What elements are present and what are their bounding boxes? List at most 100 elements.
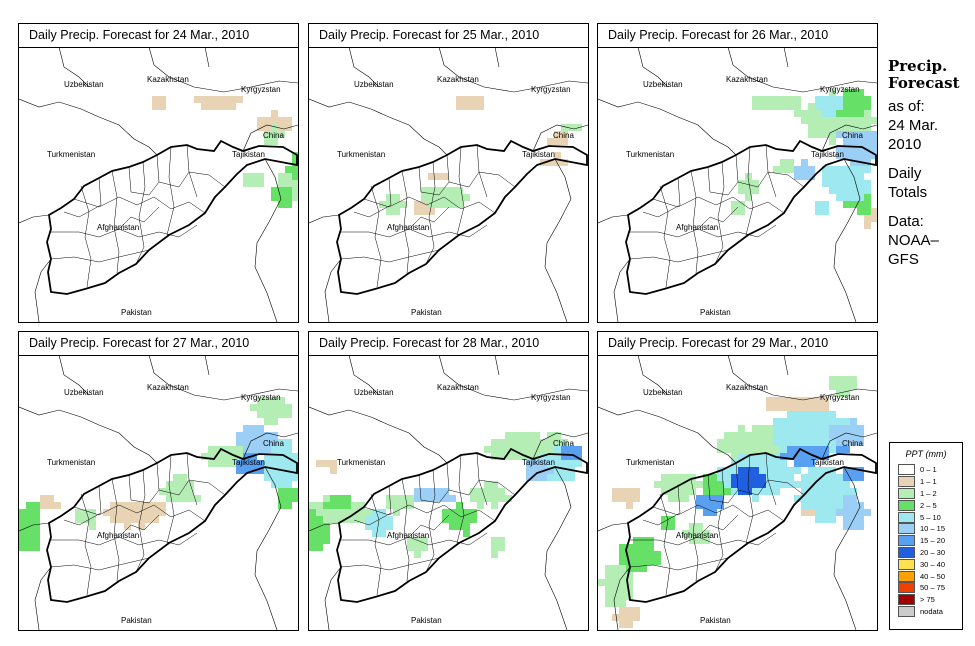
precip-cell [124, 502, 131, 509]
precip-cell [619, 572, 626, 579]
precip-cell [682, 530, 689, 537]
country-labels: Uzbekistan Kazakhstan Kyrgyzstan China Turkm… [337, 383, 574, 625]
precip-cell [787, 166, 794, 173]
precip-cell [731, 453, 738, 460]
precip-cell [724, 474, 731, 481]
precip-cell [26, 537, 33, 544]
precip-cell [724, 432, 731, 439]
precip-cell [710, 474, 717, 481]
precip-cell [337, 509, 344, 516]
precip-cell [815, 509, 822, 516]
precip-cell [533, 453, 540, 460]
precip-cell [243, 460, 250, 467]
precip-cell [752, 481, 759, 488]
precip-cell [857, 509, 864, 516]
precip-cell [33, 523, 40, 530]
precip-cell [526, 453, 533, 460]
precip-cell [138, 502, 145, 509]
precip-cell [278, 201, 285, 208]
precip-cell [633, 565, 640, 572]
province-border [642, 485, 681, 526]
precip-cell [801, 411, 808, 418]
precip-cell [836, 502, 843, 509]
forecast-info: Precip. Forecast as of: 24 Mar. 2010 Dai… [888, 58, 973, 269]
precip-cell [316, 460, 323, 467]
precip-cell [491, 481, 498, 488]
precip-cell [836, 166, 843, 173]
precip-cell [526, 467, 533, 474]
precip-cell [250, 446, 257, 453]
forecast-panel: Daily Precip. Forecast for 27 Mar., 2010… [18, 331, 299, 631]
precip-cell [393, 495, 400, 502]
country-border [613, 258, 631, 322]
precip-cell [271, 411, 278, 418]
precip-cell [668, 474, 675, 481]
precip-cell [815, 110, 822, 117]
precip-cell [278, 460, 285, 467]
precip-cell [710, 502, 717, 509]
precip-cell [822, 397, 829, 404]
precip-cell [857, 523, 864, 530]
precip-cell [843, 138, 850, 145]
precip-cell [731, 467, 738, 474]
precip-cell [633, 614, 640, 621]
precip-cell [829, 446, 836, 453]
label-kyrgyzstan: Kyrgyzstan [820, 85, 860, 94]
precip-cell [264, 124, 271, 131]
precip-cell [717, 481, 724, 488]
country-border [821, 432, 877, 460]
precip-cell [554, 159, 561, 166]
province-border [63, 177, 102, 218]
precip-cell [843, 425, 850, 432]
precip-cell [215, 460, 222, 467]
precip-cell [208, 96, 215, 103]
precip-cell [285, 187, 292, 194]
precip-cell [264, 411, 271, 418]
precip-cell [794, 103, 801, 110]
label-china: China [553, 439, 574, 448]
precip-cell [857, 432, 864, 439]
precip-cell [780, 439, 787, 446]
precip-cell [533, 439, 540, 446]
precip-cell [836, 383, 843, 390]
precip-cell [285, 404, 292, 411]
label-kazakhstan: Kazakhstan [147, 383, 189, 392]
label-afghanistan: Afghanistan [97, 531, 139, 540]
precip-cell [89, 523, 96, 530]
label-uzbekistan: Uzbekistan [354, 388, 394, 397]
province-border [418, 474, 516, 504]
legend-swatch [898, 546, 915, 558]
country-border [494, 47, 500, 68]
precip-cell [668, 523, 675, 530]
precip-cell [759, 446, 766, 453]
precip-cell [271, 404, 278, 411]
precip-cell [470, 495, 477, 502]
province-border [745, 454, 754, 544]
afghanistan-border [46, 139, 298, 295]
precip-cell [187, 488, 194, 495]
precip-cell [752, 495, 759, 502]
data-label: Data: [888, 213, 924, 230]
precip-cell [752, 453, 759, 460]
precip-map: Uzbekistan Kazakhstan Kyrgyzstan China Turkm… [19, 47, 298, 322]
precip-cell [561, 124, 568, 131]
country-border [598, 406, 737, 464]
precip-cell [794, 418, 801, 425]
precip-cell [222, 446, 229, 453]
precip-cell [808, 131, 815, 138]
precip-cell [257, 439, 264, 446]
precip-cell [316, 537, 323, 544]
precip-cell [850, 495, 857, 502]
precip-cell [787, 439, 794, 446]
as-of-date: 24 Mar. [888, 117, 939, 134]
precip-cell [131, 502, 138, 509]
precip-cell [836, 446, 843, 453]
province-border [425, 469, 436, 573]
province-border [353, 485, 392, 526]
legend-title: PPT (mm) [905, 449, 947, 459]
precip-cell [815, 208, 822, 215]
precip-cell [243, 180, 250, 187]
precip-cell [421, 488, 428, 495]
precip-map: Uzbekistan Kazakhstan Kyrgyzstan China Turkm… [309, 355, 588, 630]
